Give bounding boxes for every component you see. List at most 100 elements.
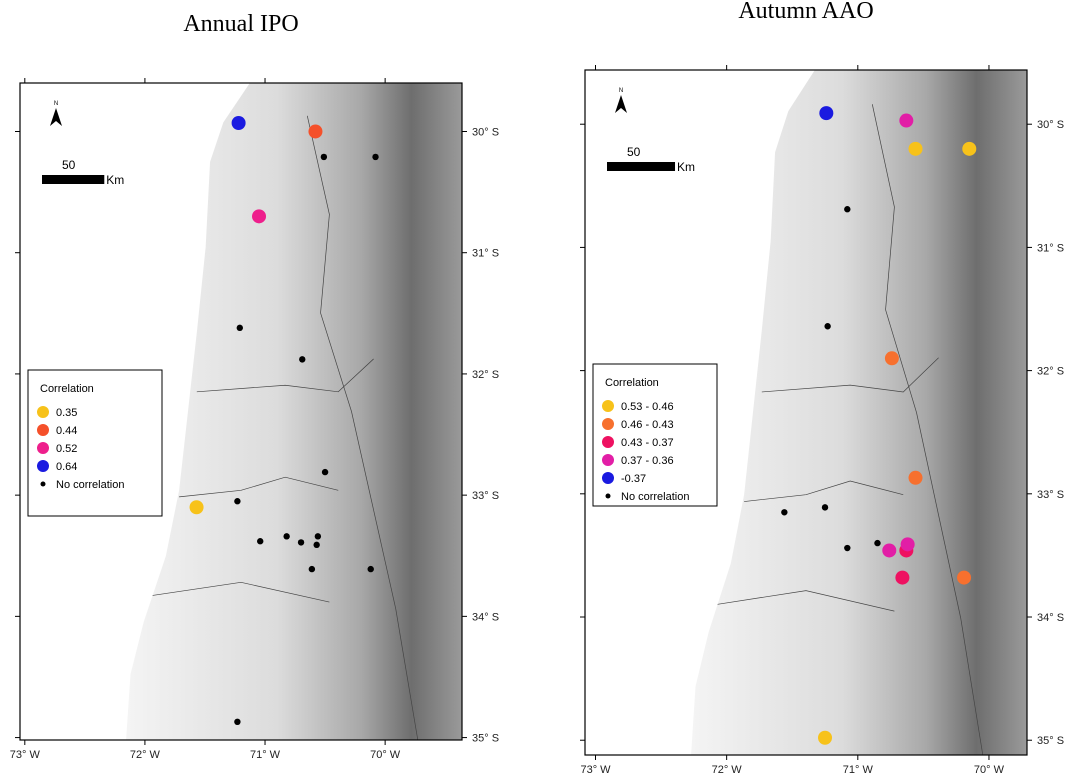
legend-box <box>592 363 718 507</box>
station-point <box>824 323 831 330</box>
y-tick-label: 35° S <box>472 733 499 745</box>
region-border <box>152 581 330 603</box>
x-tick-label: 73° W <box>10 749 41 761</box>
station-point <box>908 141 923 156</box>
station-point <box>297 539 305 546</box>
legend-label: 0.43 - 0.37 <box>621 437 674 449</box>
legend-title: Correlation <box>605 377 659 389</box>
station-point <box>874 539 881 547</box>
map-frame <box>584 69 1028 756</box>
legend-label: 0.37 - 0.36 <box>621 455 674 467</box>
station-point <box>308 124 323 139</box>
y-tick-label: 34° S <box>1037 612 1064 624</box>
y-tick-label: 31° S <box>1037 242 1064 254</box>
panel-title: Annual IPO <box>183 11 298 37</box>
region-border <box>306 115 419 741</box>
legend-label: 0.64 <box>56 461 77 473</box>
y-tick-label: 35° S <box>1037 735 1064 747</box>
legend-marker <box>602 418 614 430</box>
land-relief <box>126 83 462 740</box>
legend-marker <box>602 472 614 484</box>
legend-marker <box>40 481 46 487</box>
station-point <box>819 106 834 121</box>
station-point <box>962 141 977 156</box>
station-point <box>313 541 320 549</box>
legend-label: 0.35 <box>56 407 77 419</box>
station-point <box>821 504 829 511</box>
station-point <box>957 570 972 585</box>
scale-bar-unit: Km <box>677 160 695 174</box>
legend-label: No correlation <box>56 479 124 491</box>
station-point <box>818 730 833 745</box>
legend-label: 0.53 - 0.46 <box>621 401 674 413</box>
station-point <box>844 206 851 213</box>
north-label: N <box>54 101 58 107</box>
region-border <box>871 104 984 756</box>
legend-marker <box>37 424 49 436</box>
station-point <box>884 351 899 366</box>
station-point <box>299 356 306 363</box>
legend-label: 0.44 <box>56 425 77 437</box>
station-point <box>283 533 290 540</box>
y-tick-label: 30° S <box>472 126 499 138</box>
north-arrow <box>615 95 627 113</box>
region-border <box>196 358 374 393</box>
x-tick-label: 72° W <box>712 764 743 776</box>
region-border <box>744 480 904 502</box>
legend-label: 0.46 - 0.43 <box>621 419 674 431</box>
y-tick-label: 33° S <box>1037 489 1064 501</box>
station-point <box>231 116 246 131</box>
legend-marker <box>37 460 49 472</box>
scale-bar-value: 50 <box>627 145 641 159</box>
x-tick-label: 73° W <box>580 764 611 776</box>
panel-title: Autumn AAO <box>738 0 873 24</box>
legend-marker <box>602 454 614 466</box>
station-point <box>252 209 267 224</box>
y-tick-label: 32° S <box>472 369 499 381</box>
y-tick-label: 34° S <box>472 611 499 623</box>
station-point <box>367 565 374 573</box>
station-point <box>308 565 316 573</box>
north-label: N <box>619 88 623 94</box>
legend-marker <box>605 493 611 499</box>
station-point <box>257 538 264 545</box>
station-point <box>234 718 241 726</box>
legend-box <box>27 369 163 517</box>
legend-label: 0.52 <box>56 443 77 455</box>
station-point <box>882 543 897 558</box>
legend-marker <box>602 436 614 448</box>
y-tick-label: 32° S <box>1037 366 1064 378</box>
station-point <box>900 537 915 552</box>
x-tick-label: 70° W <box>974 764 1005 776</box>
legend-label: No correlation <box>621 491 689 503</box>
x-tick-label: 70° W <box>370 749 401 761</box>
station-point <box>844 544 851 552</box>
x-tick-label: 72° W <box>130 749 161 761</box>
scale-bar-unit: Km <box>106 173 124 187</box>
y-tick-label: 33° S <box>472 490 499 502</box>
map-frame <box>19 82 463 741</box>
y-tick-label: 31° S <box>472 248 499 260</box>
north-arrow <box>50 108 62 126</box>
scale-bar-value: 50 <box>62 158 76 172</box>
station-point <box>314 533 322 540</box>
station-point <box>236 324 243 332</box>
region-border <box>717 590 895 612</box>
station-point <box>321 468 329 476</box>
station-point <box>234 498 241 505</box>
station-point <box>320 153 328 161</box>
legend-label: -0.37 <box>621 473 646 485</box>
region-border <box>761 357 939 393</box>
map-panel: Annual IPO 73° W 72° W 71° W 70° W 30° S 31° S… <box>10 11 499 761</box>
scale-bar <box>42 175 105 184</box>
map-panel: Autumn AAO 73° W 72° W 71° W 70° W 30° S 31° S… <box>580 0 1064 776</box>
station-point <box>899 113 914 128</box>
x-tick-label: 71° W <box>843 764 874 776</box>
x-tick-label: 71° W <box>250 749 281 761</box>
land-relief <box>691 70 1027 755</box>
region-border <box>179 476 339 498</box>
station-point <box>189 500 204 515</box>
legend-marker <box>602 400 614 412</box>
scale-bar <box>607 162 676 171</box>
